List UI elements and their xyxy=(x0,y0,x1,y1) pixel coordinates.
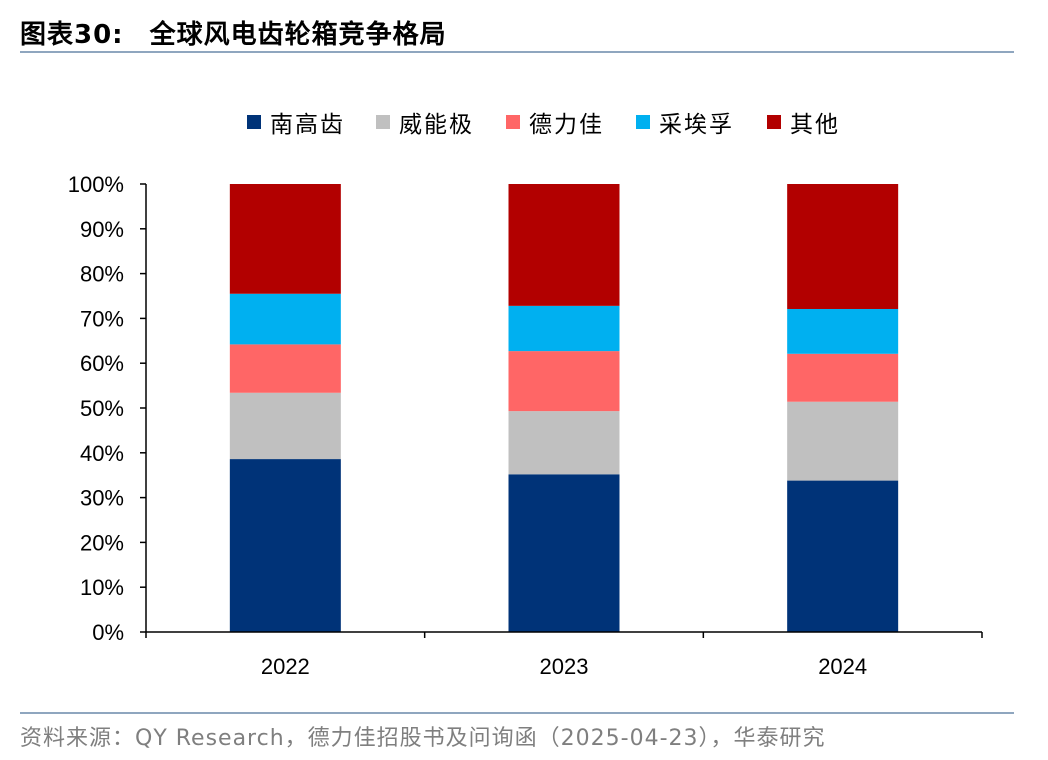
figure-title: 图表30: 全球风电齿轮箱竞争格局 xyxy=(20,14,447,51)
y-tick-label-1: 10% xyxy=(80,575,124,600)
bar-segment-2023-3 xyxy=(508,305,620,352)
legend-item-1: 威能极 xyxy=(376,106,474,138)
legend-label-3: 采埃孚 xyxy=(659,112,734,138)
bar-segment-2022-3 xyxy=(229,293,341,345)
chart-legend: 南高齿 威能极 德力佳 采埃孚 其他 xyxy=(0,106,1048,138)
bar-segment-2023-2 xyxy=(508,351,620,412)
bar-segment-2023-1 xyxy=(508,411,620,475)
legend-item-0: 南高齿 xyxy=(247,106,345,138)
stacked-bar-chart: 2022 2023 2024 0% 10% 20% 30% 40% 50% 60% 70% 80% 90… xyxy=(68,172,983,679)
y-tick-label-5: 50% xyxy=(80,396,124,421)
bar-segment-2023-0 xyxy=(508,474,620,632)
y-tick-label-4: 40% xyxy=(80,441,124,466)
y-tick-label-8: 80% xyxy=(80,262,124,287)
legend-swatch-2 xyxy=(506,115,520,129)
y-tick-label-10: 100% xyxy=(68,172,124,197)
x-tick-label-1: 2023 xyxy=(540,654,589,679)
y-tick-label-6: 60% xyxy=(80,351,124,376)
bar-segment-2024-4 xyxy=(787,184,899,309)
figure-title-text: 全球风电齿轮箱竞争格局 xyxy=(149,20,447,50)
y-tick-label-9: 90% xyxy=(80,217,124,242)
legend-swatch-0 xyxy=(247,115,261,129)
source-divider xyxy=(20,712,1014,714)
bar-segment-2022-4 xyxy=(229,184,341,294)
title-bar: 图表30: 全球风电齿轮箱竞争格局 xyxy=(20,14,1014,52)
legend-swatch-1 xyxy=(376,115,390,129)
figure-number: 图表30: xyxy=(20,20,124,50)
y-tick-label-7: 70% xyxy=(80,306,124,331)
y-tick-label-2: 20% xyxy=(80,530,124,555)
bar-segment-2022-0 xyxy=(229,459,341,632)
y-tick-label-3: 30% xyxy=(80,486,124,511)
bar-segment-2024-0 xyxy=(787,480,899,632)
y-tick-label-0: 0% xyxy=(92,620,124,645)
bar-segment-2023-4 xyxy=(508,184,620,306)
bar-segment-2024-3 xyxy=(787,308,899,354)
legend-item-3: 采埃孚 xyxy=(636,106,734,138)
x-tick-label-0: 2022 xyxy=(261,654,310,679)
source-note: 资料来源：QY Research，德力佳招股书及问询函（2025-04-23），… xyxy=(20,726,826,751)
legend-item-4: 其他 xyxy=(767,106,840,138)
bar-segment-2024-2 xyxy=(787,353,899,402)
bar-segment-2024-1 xyxy=(787,401,899,481)
legend-swatch-3 xyxy=(636,115,650,129)
bar-segment-2022-1 xyxy=(229,392,341,460)
legend-label-0: 南高齿 xyxy=(270,112,345,138)
legend-label-4: 其他 xyxy=(790,112,840,138)
bar-segment-2022-2 xyxy=(229,344,341,393)
legend-label-1: 威能极 xyxy=(399,112,474,138)
legend-item-2: 德力佳 xyxy=(506,106,604,138)
x-tick-label-2: 2024 xyxy=(818,654,867,679)
title-divider xyxy=(20,51,1014,53)
legend-label-2: 德力佳 xyxy=(529,112,604,138)
legend-swatch-4 xyxy=(767,115,781,129)
